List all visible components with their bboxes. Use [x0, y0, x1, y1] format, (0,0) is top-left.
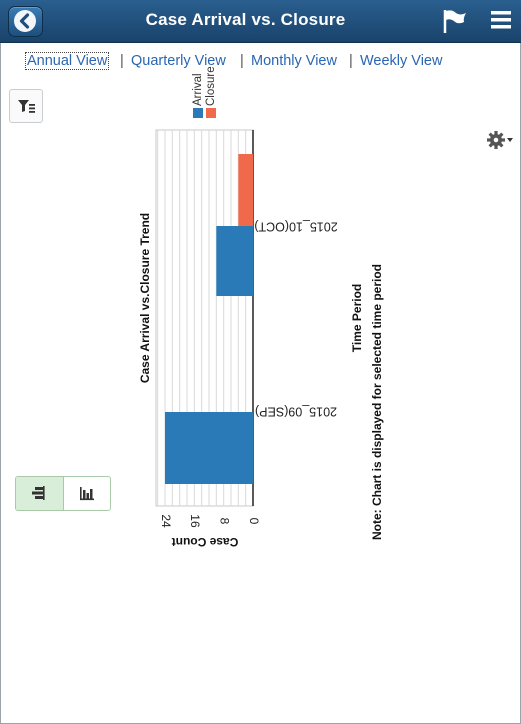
- tick-label: 0: [247, 518, 261, 525]
- header-bar: Case Arrival vs. Closure: [0, 0, 521, 43]
- page-title: Case Arrival vs. Closure: [145, 10, 346, 29]
- tab-monthly-view[interactable]: Monthly View: [251, 53, 337, 69]
- bar-arrival: [216, 226, 253, 296]
- tab-separator: |: [349, 53, 353, 69]
- chart-title: Case Arrival vs.Closure Trend: [138, 213, 152, 383]
- chart-settings-button[interactable]: [487, 130, 515, 150]
- hamburger-menu-icon[interactable]: [490, 9, 512, 31]
- chevron-left-icon: [14, 10, 36, 32]
- tab-annual-view[interactable]: Annual View: [24, 52, 110, 70]
- filter-icon: [10, 100, 42, 126]
- tab-weekly-view[interactable]: Weekly View: [360, 53, 443, 69]
- gear-icon: [487, 131, 515, 154]
- chart-type-toggle: [15, 476, 111, 511]
- legend-swatch-arrival: [193, 108, 203, 118]
- tick-label: 8: [217, 518, 231, 525]
- back-button[interactable]: [8, 6, 43, 37]
- flag-icon[interactable]: [442, 8, 468, 34]
- tick-label: 16: [188, 514, 202, 528]
- filter-button[interactable]: [9, 89, 43, 123]
- tick-label: 24: [159, 514, 173, 528]
- tab-quarterly-view[interactable]: Quarterly View: [131, 53, 226, 69]
- tab-separator: |: [240, 53, 244, 69]
- horizontal-bar-chart-icon: [16, 486, 63, 510]
- legend-swatch-closure: [206, 108, 216, 118]
- axis-label-time-period: Time Period: [350, 284, 364, 352]
- bar-closure: [238, 154, 253, 226]
- legend-label-closure: Closure: [205, 66, 217, 106]
- tab-separator: |: [120, 53, 124, 69]
- horizontal-bar-view-button[interactable]: [16, 477, 64, 510]
- category-label: 2015_09(SEP): [255, 405, 337, 419]
- vertical-bar-view-button[interactable]: [64, 477, 110, 510]
- chart-note: Note: Chart is displayed for selected ti…: [370, 264, 384, 540]
- axis-label-case-count: Case Count: [172, 535, 239, 549]
- vertical-bar-chart-icon: [64, 487, 110, 510]
- legend-label-arrival: Arrival: [192, 73, 204, 106]
- category-label: 2015_10(OCT): [254, 220, 337, 234]
- bar-arrival: [165, 412, 253, 484]
